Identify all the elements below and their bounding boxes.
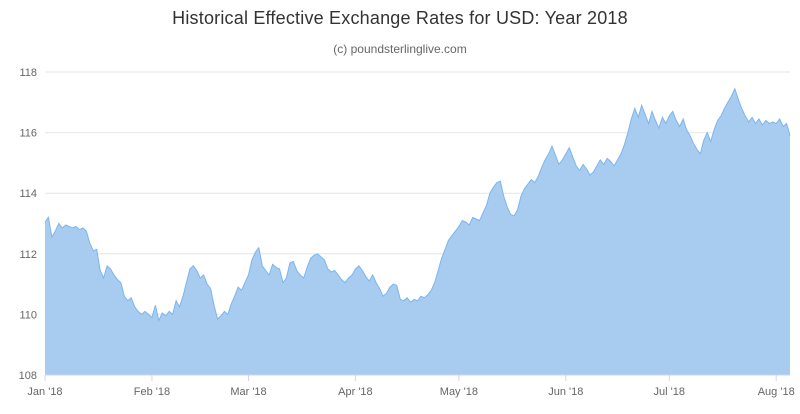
x-axis-label: Apr '18 <box>338 386 373 398</box>
y-axis-label: 114 <box>19 188 37 200</box>
y-axis-label: 110 <box>19 309 37 321</box>
x-axis-label: May '18 <box>440 386 478 398</box>
y-axis-label: 118 <box>19 67 37 79</box>
page-title: Historical Effective Exchange Rates for … <box>172 8 628 28</box>
y-axis-label: 116 <box>19 128 37 140</box>
area-series <box>45 88 790 375</box>
x-axis-label: Feb '18 <box>134 386 170 398</box>
y-axis-label: 108 <box>19 370 37 382</box>
chart-subtitle: (c) poundsterlinglive.com <box>333 42 467 56</box>
x-axis-label: Jan '18 <box>27 386 62 398</box>
series-line <box>44 87 791 323</box>
y-axis-label: 112 <box>19 249 37 261</box>
x-axis-label: Aug '18 <box>758 386 795 398</box>
x-axis-label: Mar '18 <box>230 386 266 398</box>
x-axis-label: Jul '18 <box>654 386 685 398</box>
x-axis-label: Jun '18 <box>548 386 583 398</box>
